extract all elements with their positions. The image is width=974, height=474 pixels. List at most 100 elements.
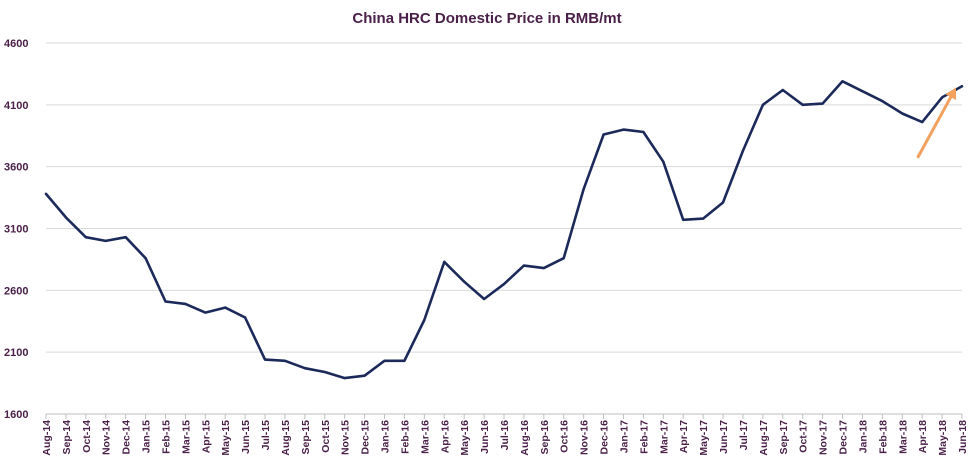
x-tick-label: Oct-16	[559, 420, 571, 453]
x-tick-label: Jun-18	[957, 420, 969, 454]
x-tick-label: Feb-16	[399, 420, 411, 454]
data-point	[84, 236, 87, 239]
chart-title: China HRC Domestic Price in RMB/mt	[352, 10, 621, 27]
x-axis	[45, 413, 963, 419]
x-tick-label: Apr-17	[678, 420, 690, 453]
trend-arrow-shaft	[916, 95, 953, 159]
data-point	[264, 358, 267, 361]
data-point	[363, 374, 366, 377]
x-tick-label: Aug-15	[280, 420, 292, 456]
data-point	[522, 264, 525, 267]
data-point	[702, 217, 705, 220]
x-tick-label: Dec-17	[838, 420, 850, 455]
x-tick-label: Feb-18	[877, 420, 889, 454]
x-tick-label: Mar-15	[180, 420, 192, 454]
x-tick-label: May-16	[459, 420, 471, 456]
data-point	[283, 359, 286, 362]
data-point	[423, 319, 426, 322]
x-tick-label: Mar-16	[419, 420, 431, 454]
x-axis-tick-labels: Aug-14 Sep-14 Oct-14 Nov-14 Dec-14 Jan-15 Feb-…	[41, 420, 969, 456]
x-tick-label: Jan-18	[857, 420, 869, 453]
y-tick-label: 1600	[4, 409, 28, 421]
data-point	[542, 267, 545, 270]
x-tick-label: Dec-16	[599, 420, 611, 455]
data-point	[164, 300, 167, 303]
data-point	[821, 102, 824, 105]
x-tick-label: Sep-14	[61, 420, 73, 455]
x-tick-label: Jan-16	[380, 420, 392, 453]
y-tick-label: 2100	[4, 347, 28, 359]
data-point	[144, 257, 147, 260]
annotation-layer	[916, 87, 956, 159]
x-tick-label: Feb-17	[638, 420, 650, 454]
x-tick-label: Oct-17	[798, 420, 810, 453]
x-tick-label: Feb-15	[160, 420, 172, 454]
data-point	[323, 370, 326, 373]
data-point	[841, 80, 844, 83]
data-point	[64, 216, 67, 219]
data-point	[224, 306, 227, 309]
x-tick-label: Mar-17	[658, 420, 670, 454]
x-tick-label: Jun-16	[479, 420, 491, 454]
data-point	[582, 187, 585, 190]
x-tick-label: Aug-14	[41, 420, 53, 456]
data-point	[901, 112, 904, 115]
grid-layer	[46, 42, 962, 353]
x-tick-label: Apr-16	[439, 420, 451, 453]
data-point	[124, 236, 127, 239]
y-axis-tick-labels: 1600 2100 2600 3100 3600 4100 4600	[4, 38, 28, 421]
data-point	[602, 133, 605, 136]
data-point	[463, 280, 466, 283]
x-tick-label: Jul-16	[499, 420, 511, 451]
data-point	[204, 311, 207, 314]
y-tick-label: 3600	[4, 162, 28, 174]
x-tick-label: May-18	[937, 420, 949, 456]
data-point	[104, 239, 107, 242]
y-tick-label: 4100	[4, 100, 28, 112]
x-tick-label: Oct-15	[320, 420, 332, 453]
x-tick-label: Nov-17	[818, 420, 830, 455]
data-point	[682, 218, 685, 221]
data-point	[383, 359, 386, 362]
x-tick-label: May-17	[698, 420, 710, 456]
x-tick-label: Nov-15	[340, 420, 352, 455]
data-point	[941, 96, 944, 99]
x-tick-label: Jan-17	[618, 420, 630, 453]
data-point	[921, 121, 924, 124]
data-point	[503, 283, 505, 286]
series-layer	[44, 80, 964, 380]
data-point	[483, 297, 486, 300]
data-point	[343, 377, 346, 380]
x-tick-label: Aug-17	[758, 420, 770, 456]
x-tick-label: Sep-16	[539, 420, 551, 455]
x-tick-label: Sep-15	[300, 420, 312, 455]
data-point	[622, 128, 625, 131]
x-tick-label: Jul-15	[260, 420, 272, 451]
data-point	[881, 100, 884, 103]
data-point	[184, 302, 187, 305]
x-tick-label: Sep-17	[778, 420, 790, 455]
y-tick-label: 3100	[4, 224, 28, 236]
x-tick-label: Jun-17	[718, 420, 730, 454]
data-point	[303, 367, 306, 370]
trend-arrow	[916, 87, 956, 159]
x-tick-label: Nov-16	[579, 420, 591, 455]
x-tick-label: Jul-17	[738, 420, 750, 451]
data-point	[45, 192, 47, 195]
x-tick-label: Nov-14	[101, 420, 113, 455]
data-point	[562, 257, 565, 260]
data-point	[961, 85, 963, 88]
data-point	[642, 131, 645, 134]
x-tick-label: Dec-14	[121, 420, 133, 455]
y-tick-label: 2600	[4, 285, 28, 297]
data-point	[741, 149, 744, 152]
data-point	[403, 359, 406, 362]
y-tick-label: 4600	[4, 38, 28, 50]
x-tick-label: Apr-15	[200, 420, 212, 453]
x-tick-label: Mar-18	[897, 420, 909, 454]
data-point	[861, 90, 864, 93]
trend-arrow-head	[945, 87, 956, 101]
data-point	[662, 160, 665, 163]
data-point	[801, 103, 804, 106]
